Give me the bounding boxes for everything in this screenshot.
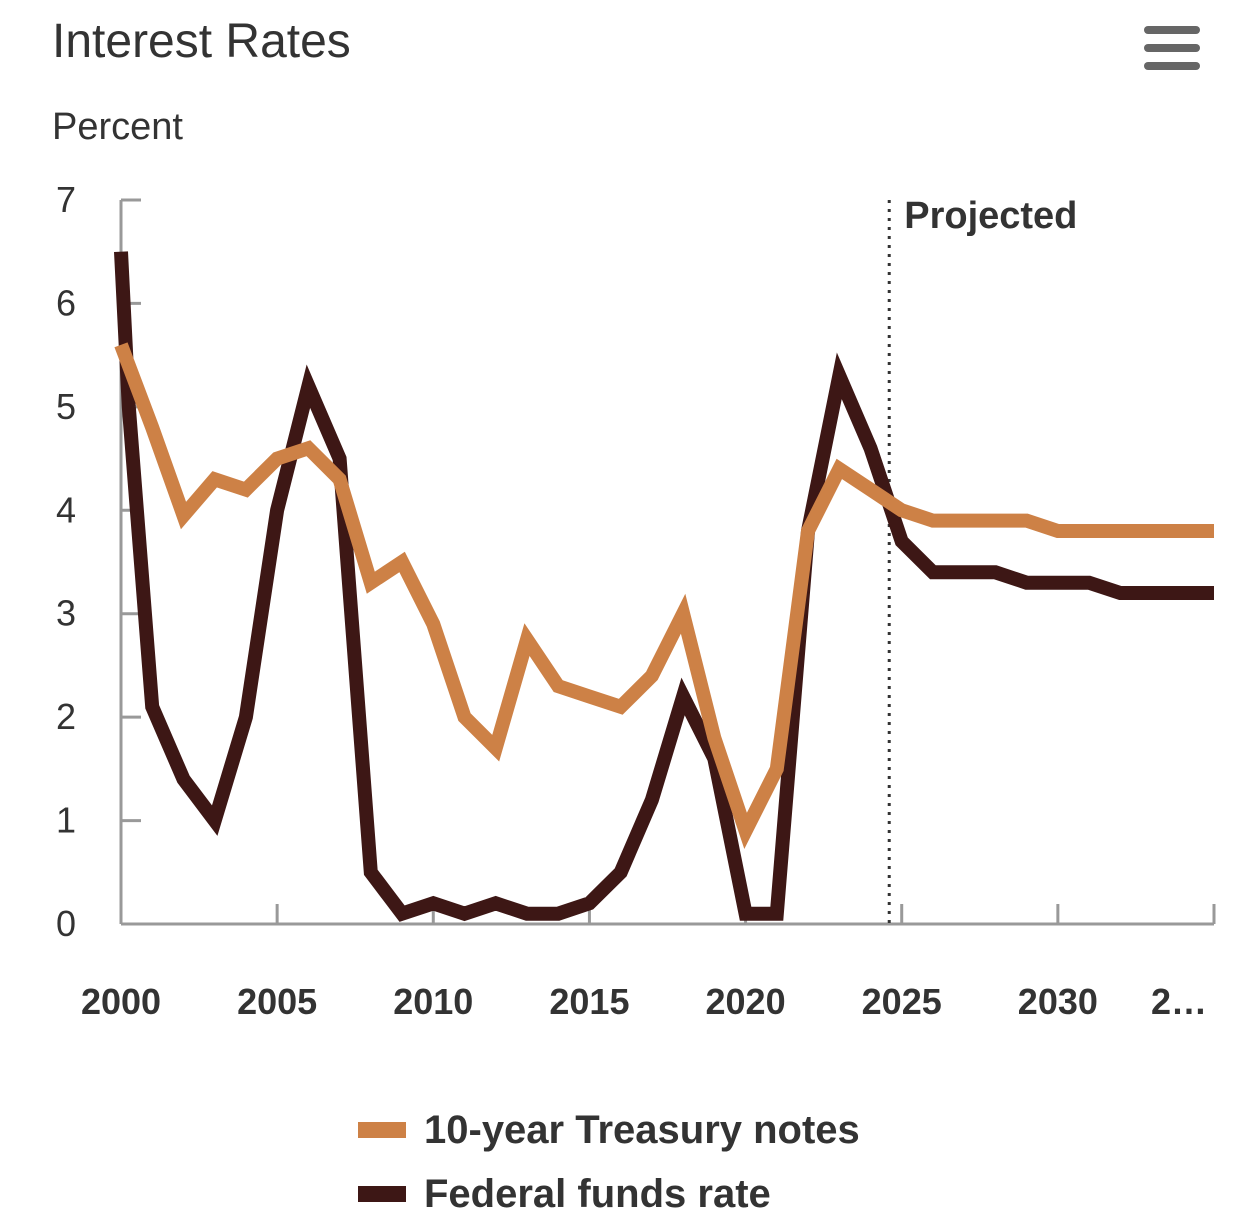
x-tick-label: 2015 xyxy=(549,981,629,1022)
y-tick-label: 7 xyxy=(56,179,76,220)
legend-item-fed-funds[interactable]: Federal funds rate xyxy=(358,1162,860,1226)
chart-annotations: Projected xyxy=(887,195,1077,924)
x-tick-label: 2010 xyxy=(393,981,473,1022)
x-tick-label: 2030 xyxy=(1018,981,1098,1022)
legend-label-fed-funds: Federal funds rate xyxy=(424,1171,771,1216)
chart-title: Interest Rates xyxy=(52,15,351,68)
x-tick-label: 2000 xyxy=(81,981,161,1022)
x-tick-label: 2025 xyxy=(862,981,942,1022)
line-chart: 0 1 2 3 4 5 6 7 2000 2005 2010 2015 2020 2025 2030 2… P… xyxy=(56,179,1216,1022)
y-tick-label: 1 xyxy=(56,800,76,841)
x-tick-label: 2… xyxy=(1151,981,1207,1022)
x-tick-label: 2020 xyxy=(706,981,786,1022)
y-tick-label: 3 xyxy=(56,593,76,634)
legend-label-treasury: 10-year Treasury notes xyxy=(424,1107,860,1152)
x-tick-label: 2005 xyxy=(237,981,317,1022)
y-tick-label: 4 xyxy=(56,489,76,530)
legend-swatch-fed-funds xyxy=(358,1186,406,1202)
series-line-treasury xyxy=(114,342,1214,850)
projected-label: Projected xyxy=(904,195,1077,237)
chart-tick-labels: 0 1 2 3 4 5 6 7 2000 2005 2010 2015 2020 2025 2030 2… xyxy=(56,179,1207,1022)
series-line-fed-funds xyxy=(114,251,1214,922)
chart-axes xyxy=(119,198,1216,926)
chart-series xyxy=(114,251,1214,922)
legend-item-treasury[interactable]: 10-year Treasury notes xyxy=(358,1098,860,1162)
legend-swatch-treasury xyxy=(358,1122,406,1138)
y-tick-label: 6 xyxy=(56,282,76,323)
y-tick-label: 5 xyxy=(56,386,76,427)
y-tick-label: 2 xyxy=(56,696,76,737)
hamburger-menu-icon[interactable] xyxy=(1144,26,1200,70)
y-axis-label: Percent xyxy=(52,106,183,148)
y-tick-label: 0 xyxy=(56,903,76,944)
chart-legend: 10-year Treasury notes Federal funds rat… xyxy=(358,1098,860,1226)
